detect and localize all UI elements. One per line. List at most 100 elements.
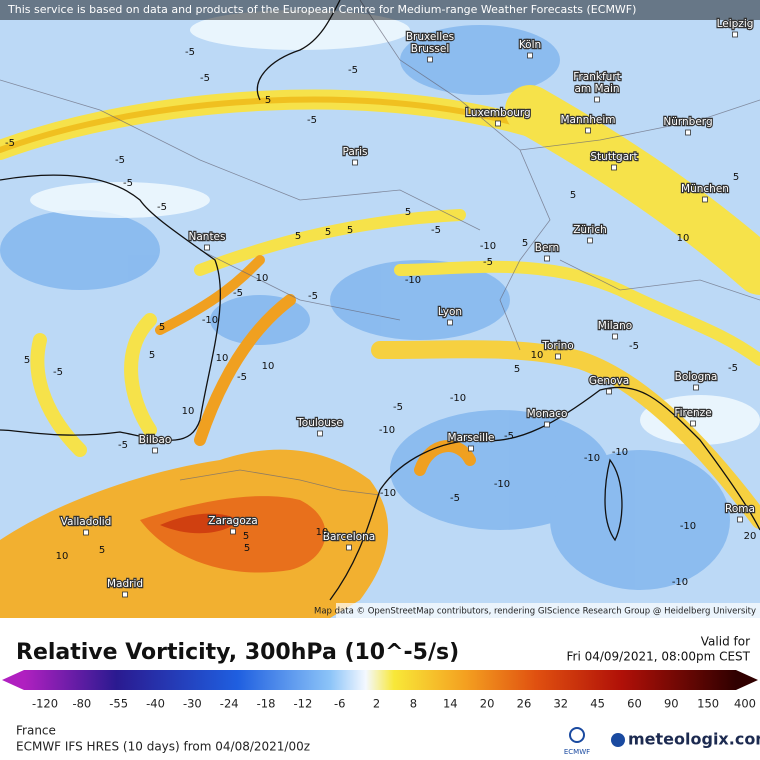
city-marker	[122, 591, 128, 598]
colorbar-tick-label: -6	[334, 697, 345, 711]
city-label: Bruxelles	[406, 31, 454, 43]
city-label: Brussel	[411, 43, 450, 55]
city-label: Bilbao	[139, 434, 172, 446]
contour-label: 10	[677, 233, 690, 244]
contour-label: 5	[295, 231, 301, 242]
city-label: Zaragoza	[208, 515, 257, 527]
contour-label: -5	[483, 257, 493, 268]
city-label: Barcelona	[323, 531, 375, 543]
colorbar-tick-label: -120	[32, 697, 58, 711]
colorbar-tick-label: -40	[146, 697, 165, 711]
contour-label: 10	[216, 353, 229, 364]
city-label: Lyon	[438, 306, 462, 318]
colorbar-tick-label: -12	[293, 697, 312, 711]
red-core	[160, 513, 240, 534]
contour-label: 5	[570, 190, 576, 201]
contour-label: -5	[53, 367, 63, 378]
city-marker	[693, 384, 699, 391]
attribution-bg	[336, 603, 760, 618]
contour-label: -10	[672, 577, 688, 588]
contour-label: 5	[243, 531, 249, 542]
contour-label: 5	[99, 545, 105, 556]
colorbar-tick-label: 20	[480, 697, 495, 711]
city-marker	[685, 129, 691, 136]
city-label: Valladolid	[61, 516, 112, 528]
city-label: Monaco	[527, 408, 568, 420]
city-marker	[230, 528, 236, 535]
contour-label: -5	[431, 225, 441, 236]
colorbar-arrow-right	[736, 670, 758, 690]
city-marker	[346, 544, 352, 551]
city-marker	[612, 333, 618, 340]
city-marker	[83, 529, 89, 536]
city-label: Nürnberg	[663, 116, 712, 128]
contour-label: 5	[265, 95, 271, 106]
contour-label: 5	[244, 543, 250, 554]
city-marker	[544, 255, 550, 262]
region: France	[16, 724, 56, 738]
contour-label: 10	[262, 361, 275, 372]
contour-label: 5	[514, 364, 520, 375]
city-label: Milano	[598, 320, 632, 332]
contour-label: -10	[680, 521, 696, 532]
white-areas	[30, 10, 760, 445]
ecmwf-logo: ECMWF	[564, 748, 590, 756]
colorbar-tick-label: 14	[443, 697, 458, 711]
valid-time: Fri 04/09/2021, 08:00pm CEST	[566, 650, 750, 664]
city-marker	[702, 196, 708, 203]
city-label: Paris	[343, 146, 368, 158]
contour-label: -10	[450, 393, 466, 404]
city-marker	[737, 516, 743, 523]
blue-areas	[0, 25, 730, 590]
contour-label: 10	[56, 551, 69, 562]
city-label: Frankfurt	[573, 71, 621, 83]
colorbar-tick-label: -24	[220, 697, 239, 711]
borders	[0, 0, 760, 496]
contour-label: -5	[237, 372, 247, 383]
colorbar-tick-label: 8	[410, 697, 417, 711]
city-label: Bern	[535, 242, 559, 254]
city-label: Torino	[541, 340, 573, 352]
contour-label: -10	[379, 425, 395, 436]
map	[0, 0, 760, 618]
city-label: Nantes	[189, 231, 226, 243]
notice-bar	[0, 0, 760, 20]
coastline	[0, 0, 760, 601]
colorbar-tick-label: 2	[373, 697, 380, 711]
city-marker	[555, 353, 561, 360]
city-marker	[544, 421, 550, 428]
colorbar-arrow-left	[2, 670, 24, 690]
colorbar-tick-label: -55	[109, 697, 128, 711]
city-label: Marseille	[448, 432, 495, 444]
colorbar	[24, 670, 736, 690]
colorbar-tick-label: -18	[257, 697, 276, 711]
city-label: Köln	[519, 39, 541, 51]
colorbar-tick-label: -30	[183, 697, 202, 711]
city-marker	[732, 31, 738, 38]
contour-label: -10	[380, 488, 396, 499]
city-marker	[427, 56, 433, 63]
contour-labels: -5-5-55-5-5-5-5-5 55 5 5 -5-10 5-510-5-105-10…	[5, 47, 756, 588]
city-marker	[468, 445, 474, 452]
city-label: Bologna	[675, 371, 718, 383]
city-marker	[447, 319, 453, 326]
colorbar-tick-label: 45	[590, 697, 605, 711]
city-label: Roma	[725, 503, 755, 515]
contour-label: -10	[494, 479, 510, 490]
contour-label: -10	[612, 447, 628, 458]
contour-label: 5	[522, 238, 528, 249]
contour-label: -5	[157, 202, 167, 213]
ecmwf-icon	[569, 727, 585, 743]
contour-label: 5	[149, 350, 155, 361]
city-label: Luxembourg	[465, 107, 530, 119]
city-label: Firenze	[674, 407, 711, 419]
city-label: Madrid	[107, 578, 143, 590]
contour-label: 10	[182, 406, 195, 417]
contour-label: 5	[405, 207, 411, 218]
contour-label: -5	[629, 341, 639, 352]
city-marker	[587, 237, 593, 244]
contour-label: -5	[5, 138, 15, 149]
brand: meteologix.com	[628, 730, 760, 749]
